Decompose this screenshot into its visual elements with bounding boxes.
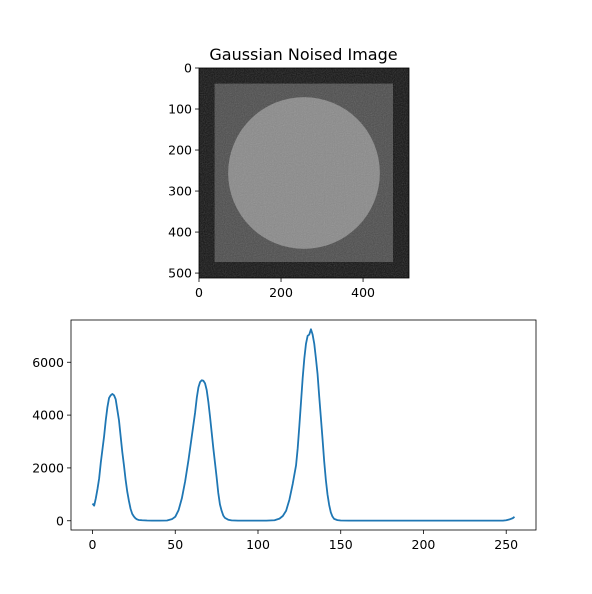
histogram-subplot: 0 50 100 150 200 250 0 2000 4000 6000 [32,319,537,552]
image-noise-overlay [199,68,409,278]
histogram-y-tick-label: 4000 [32,408,64,423]
noised-image [199,68,409,278]
histogram-x-tick-label: 0 [89,537,97,552]
image-subplot: Gaussian Noised Image 0 200 400 0 100 200 300… [168,45,410,300]
histogram-x-tick-label: 50 [167,537,183,552]
image-x-ticks: 0 200 400 [195,278,375,300]
image-y-tick-label: 0 [184,61,192,76]
image-y-tick-label: 100 [168,102,192,117]
histogram-series-line [91,328,516,522]
histogram-axes-frame [70,319,537,531]
image-axes-frame [198,67,410,279]
histogram-y-tick-label: 0 [56,513,64,528]
image-title: Gaussian Noised Image [209,45,397,64]
image-x-tick-label: 0 [195,285,203,300]
histogram-x-ticks: 0 50 100 150 200 250 [89,530,518,552]
image-x-tick-label: 400 [351,285,375,300]
histogram-y-tick-label: 2000 [32,460,64,475]
histogram-x-tick-label: 150 [329,537,353,552]
image-y-ticks: 0 100 200 300 400 500 [168,61,199,281]
image-y-tick-label: 400 [168,225,192,240]
histogram-x-tick-label: 250 [494,537,518,552]
histogram-y-ticks: 0 2000 4000 6000 [32,355,71,528]
histogram-x-tick-label: 200 [412,537,436,552]
histogram-y-tick-label: 6000 [32,355,64,370]
histogram-x-tick-label: 100 [246,537,270,552]
image-x-tick-label: 200 [269,285,293,300]
image-y-tick-label: 300 [168,184,192,199]
image-y-tick-label: 200 [168,143,192,158]
image-y-tick-label: 500 [168,266,192,281]
